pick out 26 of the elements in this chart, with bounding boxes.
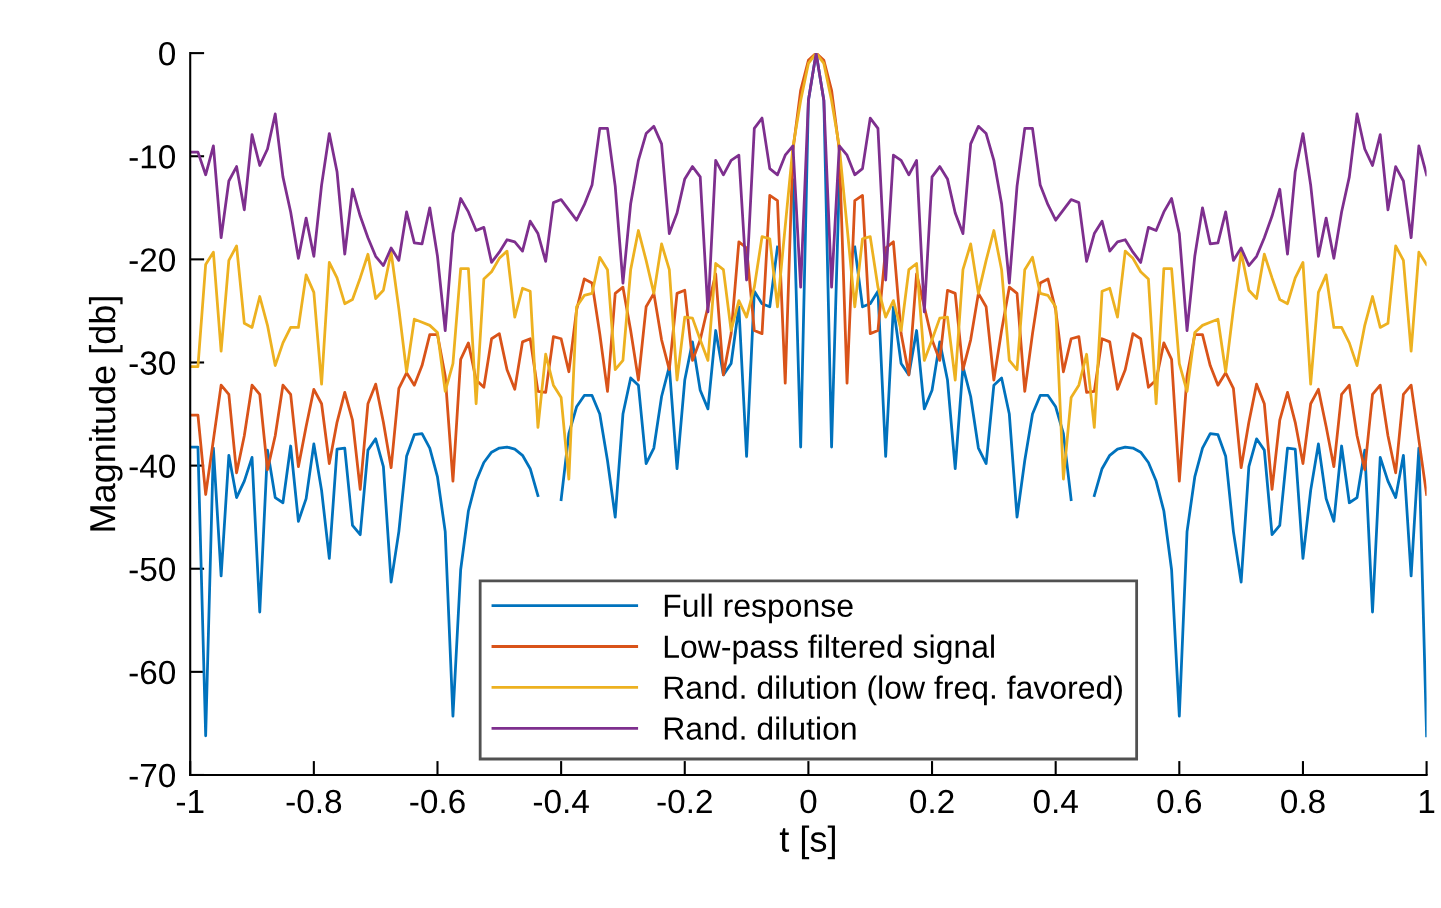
y-tick-label: -30 [129, 351, 176, 375]
y-tick-label: -50 [129, 557, 176, 582]
x-tick-label: 0 [800, 789, 817, 814]
x-tick-label: -0.4 [533, 789, 589, 814]
x-tick-label: -0.8 [286, 789, 342, 814]
legend-label: Full response [664, 593, 853, 624]
x-tick-label: 0.2 [910, 789, 954, 814]
x-tick-label: 0.8 [1281, 789, 1325, 814]
x-axis-title: t [s] [779, 825, 835, 860]
y-axis-title: Magnitude [db] [88, 297, 123, 531]
x-tick-label: -0.6 [410, 789, 465, 814]
x-tick-label: 0.6 [1157, 789, 1202, 814]
x-tick-label: 0.4 [1033, 789, 1078, 814]
y-tick-label: -20 [129, 248, 176, 272]
legend-label: Low-pass filtered signal [664, 634, 994, 665]
x-tick-label: 1 [1419, 790, 1435, 814]
x-tick-label: -0.2 [657, 789, 712, 814]
y-tick-label: -40 [129, 454, 176, 479]
x-tick-label: -1 [176, 790, 204, 814]
legend-label: Rand. dilution (low freq. favored) [664, 675, 1122, 706]
y-tick-label: -60 [129, 660, 176, 685]
y-tick-label: -10 [129, 145, 176, 169]
y-tick-label: 0 [159, 41, 176, 66]
y-tick-label: -70 [129, 763, 176, 788]
line-series [190, 53, 1427, 332]
legend-label: Rand. dilution [664, 716, 856, 740]
